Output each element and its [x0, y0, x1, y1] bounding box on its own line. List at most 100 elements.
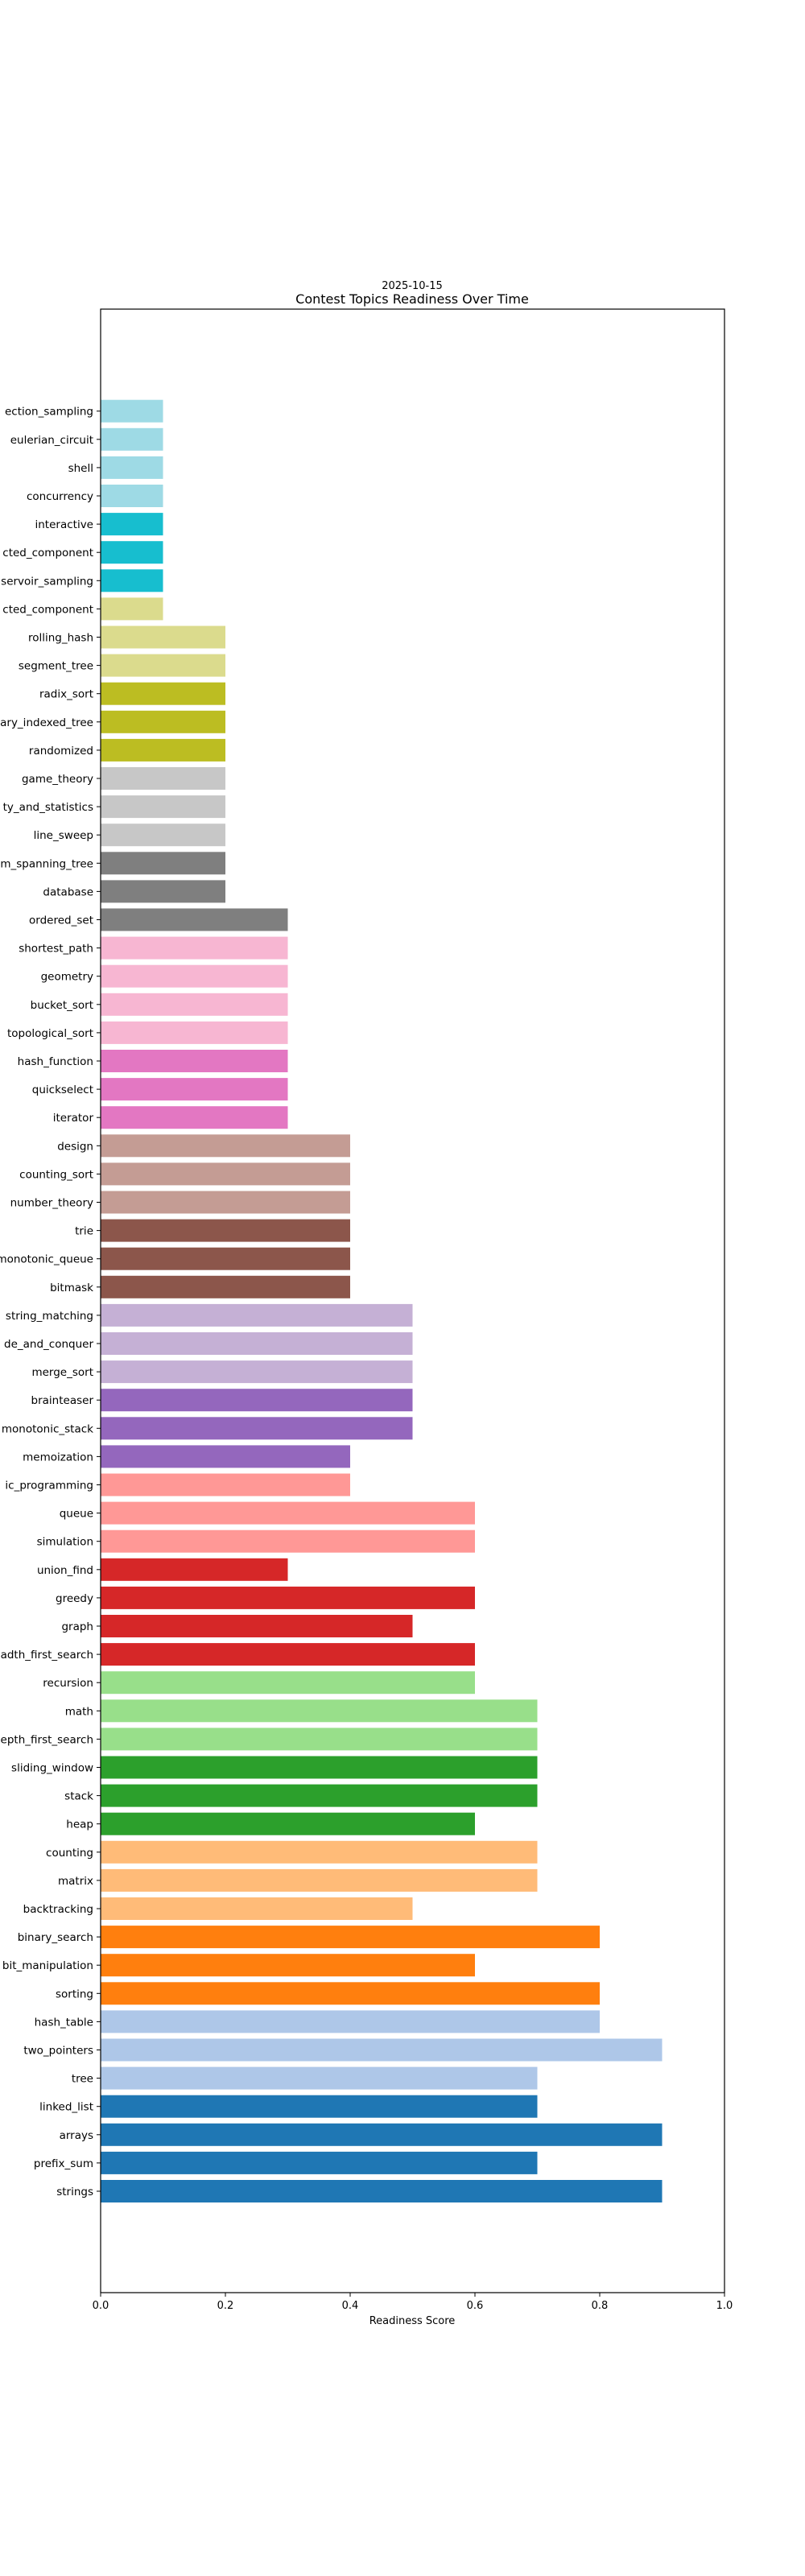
y-tick-label: servoir_sampling — [1, 575, 93, 588]
bar-iterator — [101, 1106, 288, 1129]
y-tick-label: trie — [75, 1225, 93, 1238]
bar-rolling_hash — [101, 625, 225, 649]
y-tick-label: shortest_path — [19, 943, 93, 956]
y-tick-label: matrix — [58, 1875, 93, 1888]
y-tick-label: design — [57, 1140, 93, 1153]
bar-strings — [101, 2180, 663, 2202]
y-tick-label: merge_sort — [31, 1366, 93, 1379]
y-tick-label: ty_and_statistics — [3, 801, 93, 814]
y-tick-label: strings — [56, 2186, 93, 2198]
bar-database — [101, 880, 225, 903]
x-tick-label: 0.6 — [467, 2300, 484, 2312]
bar-queue — [101, 1501, 475, 1525]
y-tick-label: ic_programming — [5, 1480, 93, 1492]
bar-tree — [101, 2066, 538, 2090]
bar-sliding_window — [101, 1756, 538, 1779]
bar-concurrency — [101, 485, 163, 507]
bar-counting_sort — [101, 1162, 350, 1186]
bar-linked_list — [101, 2095, 538, 2118]
y-tick-label: line_sweep — [34, 829, 93, 842]
bar-adth_first_search — [101, 1643, 475, 1666]
bar-randomized — [101, 738, 225, 762]
x-tick-label: 0.2 — [217, 2300, 234, 2312]
bar-servoir_sampling — [101, 569, 163, 592]
bar-binary_search — [101, 1926, 600, 1949]
bar-ordered_set — [101, 908, 288, 931]
bar-hash_table — [101, 2010, 600, 2033]
y-tick-label: m_spanning_tree — [0, 857, 93, 870]
y-tick-label: iterator — [53, 1112, 94, 1125]
y-tick-label: hash_table — [35, 2016, 93, 2029]
bar-topological_sort — [101, 1021, 288, 1044]
y-tick-label: union_find — [37, 1564, 93, 1577]
y-tick-label: number_theory — [10, 1197, 93, 1210]
bar-trie — [101, 1219, 350, 1242]
bars-group — [101, 399, 663, 2202]
x-tick-label: 0.8 — [592, 2300, 609, 2312]
y-tick-label: eulerian_circuit — [10, 434, 93, 447]
bar-two_pointers — [101, 2038, 663, 2062]
y-tick-label: interactive — [35, 518, 94, 531]
y-tick-label: topological_sort — [7, 1027, 93, 1040]
y-tick-label: hash_function — [18, 1055, 93, 1068]
bar-m_spanning_tree — [101, 852, 225, 875]
y-tick-label: ordered_set — [29, 914, 93, 927]
y-tick-label: monotonic_stack — [2, 1422, 93, 1435]
y-tick-label: greedy — [56, 1592, 93, 1605]
bar-shell — [101, 456, 163, 479]
bar-bit_manipulation — [101, 1954, 475, 1977]
bar-ic_programming — [101, 1473, 350, 1496]
y-tick-label: string_matching — [6, 1310, 93, 1323]
y-tick-label: concurrency — [27, 490, 93, 503]
y-tick-label: binary_search — [18, 1931, 93, 1944]
bar-memoization — [101, 1445, 350, 1468]
bar-de_and_conquer — [101, 1332, 413, 1355]
y-tick-label: game_theory — [22, 773, 93, 786]
x-tick-label: 0.0 — [93, 2300, 109, 2312]
bar-string_matching — [101, 1303, 413, 1327]
bar-heap — [101, 1812, 475, 1835]
y-tick-label: arrays — [60, 2129, 93, 2142]
bar-ection_sampling — [101, 399, 163, 423]
bar-counting — [101, 1840, 538, 1864]
bar-eulerian_circuit — [101, 427, 163, 451]
bar-segment_tree — [101, 654, 225, 677]
plot-frame — [100, 308, 725, 2293]
bar-game_theory — [101, 767, 225, 790]
bar-ty_and_statistics — [101, 795, 225, 819]
y-tick-label: simulation — [37, 1536, 93, 1549]
y-tick-label: recursion — [43, 1677, 93, 1690]
bar-bitmask — [101, 1275, 350, 1298]
x-axis-label: Readiness Score — [369, 2315, 456, 2327]
y-tick-label: counting — [46, 1847, 93, 1860]
y-tick-label: geometry — [41, 971, 93, 984]
bar-line_sweep — [101, 824, 225, 847]
bar-matrix — [101, 1868, 538, 1892]
y-tick-label: ary_indexed_tree — [0, 716, 93, 729]
bar-recursion — [101, 1671, 475, 1695]
bar-hash_function — [101, 1050, 288, 1072]
y-tick-label: queue — [60, 1508, 93, 1521]
y-tick-label: bucket_sort — [31, 999, 93, 1012]
x-axis-ticks: 0.0 0.2 0.4 0.6 0.8 1.0 — [93, 2293, 733, 2312]
y-tick-label: cted_component — [2, 603, 93, 616]
bar-geometry — [101, 964, 288, 988]
bar-monotonic_queue — [101, 1247, 350, 1270]
y-tick-label: sliding_window — [11, 1762, 93, 1775]
bar-arrays — [101, 2123, 663, 2146]
y-tick-label: math — [65, 1705, 93, 1718]
bar-radix_sort — [101, 682, 225, 705]
y-tick-label: heap — [66, 1818, 93, 1831]
chart-title: Contest Topics Readiness Over Time — [295, 291, 529, 307]
y-tick-label: linked_list — [39, 2101, 93, 2114]
y-tick-label: monotonic_queue — [0, 1253, 93, 1266]
y-tick-label: bit_manipulation — [2, 1959, 93, 1972]
bar-sorting — [101, 1982, 600, 2005]
y-tick-label: counting_sort — [19, 1168, 93, 1181]
bar-prefix_sum — [101, 2151, 538, 2174]
bar-backtracking — [101, 1897, 413, 1920]
y-axis-ticks: strings prefix_sum arrays linked_list tree tw… — [0, 406, 101, 2198]
y-tick-label: cted_component — [2, 547, 93, 559]
y-tick-label: shell — [68, 462, 93, 475]
bar-cted_component — [101, 597, 163, 621]
